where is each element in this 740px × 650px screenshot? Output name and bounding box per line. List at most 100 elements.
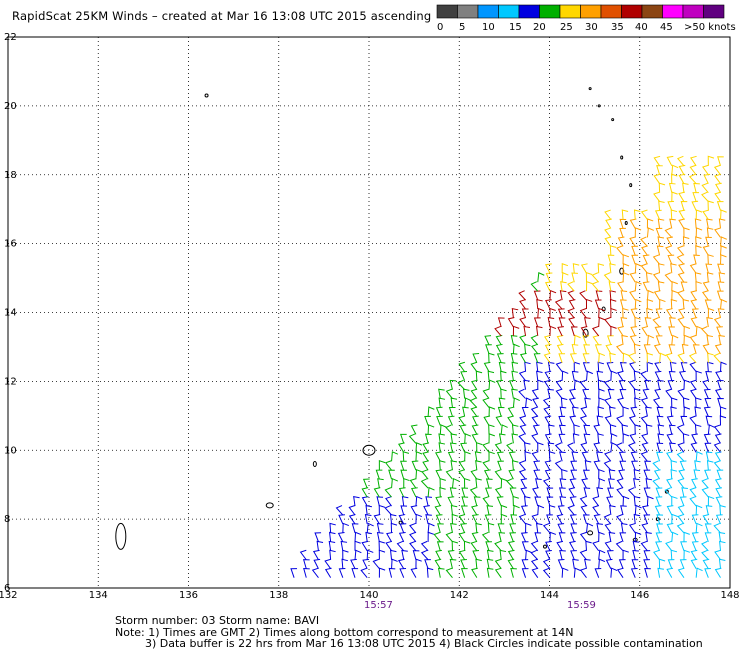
- wind-barb: [606, 335, 614, 346]
- wind-barb: [422, 460, 430, 471]
- wind-barb: [531, 388, 539, 399]
- wind-barb: [500, 477, 508, 489]
- wind-barb: [533, 317, 541, 328]
- island-outline: [588, 87, 592, 91]
- wind-barb: [545, 549, 552, 560]
- wind-barb: [666, 433, 674, 444]
- wind-barb: [633, 469, 641, 480]
- wind-barb: [445, 469, 453, 480]
- wind-barb: [569, 388, 576, 399]
- wind-barb: [354, 531, 362, 542]
- wind-barb: [488, 406, 496, 417]
- wind-barb: [401, 496, 409, 507]
- wind-barb: [378, 540, 385, 551]
- wind-barb: [632, 540, 640, 551]
- wind-barb: [705, 236, 712, 247]
- wind-barb: [495, 415, 503, 426]
- wind-barb: [594, 344, 602, 354]
- wind-barb: [580, 442, 588, 453]
- wind-barb: [713, 442, 721, 453]
- wind-barb: [694, 406, 701, 417]
- wind-barb: [689, 361, 697, 373]
- wind-barb: [372, 558, 380, 570]
- wind-barb: [554, 442, 563, 453]
- wind-barb: [521, 568, 529, 578]
- wind-barb: [351, 568, 359, 578]
- wind-barb: [400, 433, 407, 444]
- wind-barb: [682, 397, 690, 408]
- wind-barb: [704, 469, 711, 480]
- wind-barb: [657, 263, 665, 274]
- wind-barb: [391, 477, 399, 489]
- wind-barb: [449, 442, 457, 453]
- wind-barb: [445, 424, 453, 435]
- wind-barb: [678, 209, 686, 220]
- wind-barb: [402, 451, 410, 462]
- wind-barb: [644, 460, 651, 471]
- wind-barb: [447, 415, 455, 426]
- wind-barb: [644, 317, 652, 328]
- wind-barb: [716, 201, 724, 211]
- wind-barb: [628, 379, 636, 390]
- wind-barb: [646, 334, 655, 345]
- wind-barb: [571, 451, 579, 462]
- wind-barb: [664, 487, 673, 498]
- time-label-2: 15:59: [567, 600, 596, 611]
- wind-barb: [494, 325, 502, 337]
- wind-barb: [472, 415, 479, 426]
- colorbar-label: 10: [482, 22, 495, 33]
- wind-barb: [677, 505, 685, 516]
- wind-barb: [642, 254, 650, 265]
- wind-barb: [677, 352, 685, 364]
- wind-barb: [679, 460, 687, 471]
- wind-barb: [342, 522, 349, 533]
- wind-barb: [463, 477, 471, 489]
- wind-barb: [692, 192, 700, 202]
- x-tick-label: 148: [720, 590, 739, 601]
- wind-barb: [445, 388, 453, 399]
- wind-barb: [609, 290, 617, 301]
- wind-barb: [451, 477, 460, 489]
- wind-barb: [718, 272, 726, 283]
- wind-barb: [668, 344, 676, 354]
- wind-barb: [656, 523, 663, 534]
- wind-barb: [643, 487, 651, 498]
- wind-barb: [653, 397, 661, 408]
- wind-barb: [705, 451, 713, 462]
- wind-barb: [411, 487, 418, 498]
- wind-barb: [518, 513, 526, 525]
- wind-barb: [391, 451, 399, 462]
- wind-barb: [596, 451, 603, 462]
- wind-barb: [655, 487, 663, 498]
- wind-barb: [598, 549, 606, 560]
- wind-barb: [572, 433, 580, 444]
- wind-barb: [388, 567, 396, 578]
- wind-barb: [657, 218, 665, 229]
- wind-barb: [536, 370, 543, 381]
- wind-barb: [460, 568, 468, 578]
- wind-barb: [631, 245, 638, 256]
- wind-barb: [523, 379, 530, 390]
- colorbar-label: 40: [635, 22, 648, 33]
- y-tick-label: 14: [4, 308, 17, 319]
- wind-barb: [510, 335, 518, 345]
- wind-barb: [720, 209, 727, 220]
- wind-barb: [703, 406, 711, 417]
- wind-barb: [458, 549, 466, 561]
- wind-barb: [604, 540, 612, 552]
- wind-barb: [569, 514, 577, 525]
- wind-barb: [458, 531, 466, 543]
- wind-barb: [378, 504, 386, 515]
- wind-barb: [549, 289, 557, 301]
- wind-barb: [702, 379, 709, 390]
- wind-barb: [384, 487, 392, 498]
- wind-barb: [719, 415, 727, 426]
- wind-barb: [705, 370, 712, 381]
- wind-barb: [633, 209, 641, 220]
- wind-barb: [707, 254, 714, 265]
- wind-barb: [583, 433, 591, 444]
- wind-barb: [488, 379, 496, 390]
- wind-barb: [499, 549, 507, 560]
- wind-barb: [702, 514, 710, 525]
- wind-barb: [701, 478, 709, 489]
